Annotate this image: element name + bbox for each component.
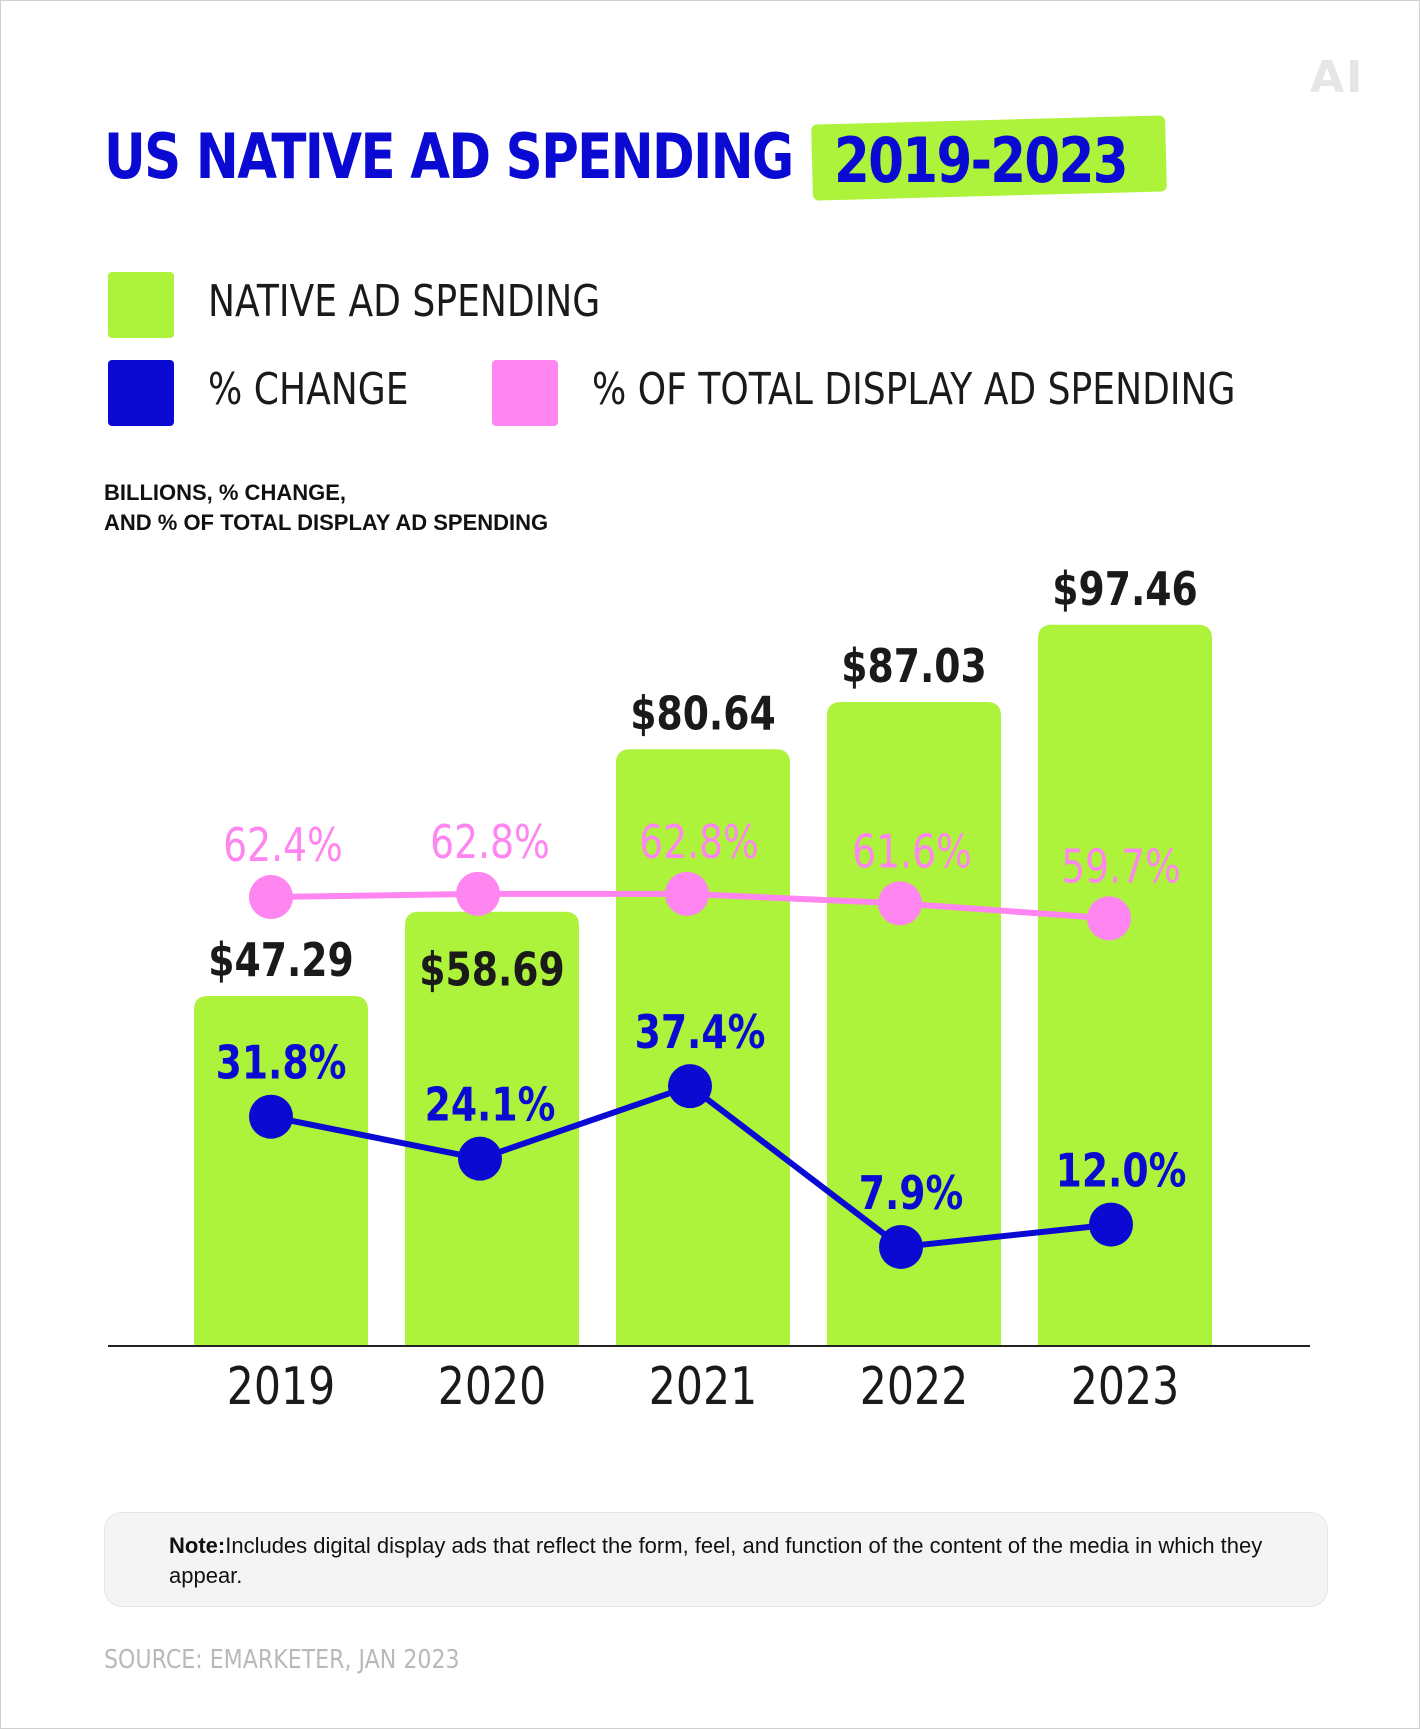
source-line: SOURCE: EMARKETER, JAN 2023 — [104, 1645, 460, 1675]
change-label-2020: 24.1% — [425, 1078, 556, 1132]
title-main: US NATIVE AD SPENDING — [104, 120, 794, 193]
bar-2019 — [194, 996, 368, 1346]
change-label-2019: 31.8% — [216, 1036, 347, 1090]
share-label-2021: 62.8% — [639, 815, 759, 869]
change-point-2021 — [668, 1064, 712, 1109]
bar-2020 — [405, 911, 579, 1346]
share-point-2021 — [665, 871, 709, 916]
share-label-2022: 61.6% — [852, 825, 972, 879]
share-label-2020: 62.8% — [430, 815, 550, 869]
share-point-2019 — [249, 875, 293, 920]
units-line-1: BILLIONS, % CHANGE, — [104, 480, 347, 505]
change-label-2022: 7.9% — [859, 1166, 964, 1220]
bar-value-label-2019: $47.29 — [208, 933, 354, 987]
legend-swatch-change — [108, 360, 174, 426]
bar-2022 — [827, 701, 1001, 1346]
note-body: Includes digital display ads that reflec… — [169, 1533, 1263, 1588]
x-tick-label-2019: 2019 — [227, 1357, 336, 1417]
bar-value-label-2021: $80.64 — [630, 687, 776, 741]
legend-swatch-native — [108, 272, 174, 338]
units-note: BILLIONS, % CHANGE, AND % OF TOTAL DISPL… — [104, 478, 704, 538]
legend-label-native: NATIVE AD SPENDING — [208, 276, 601, 327]
x-tick-label-2021: 2021 — [649, 1357, 758, 1417]
x-tick-label-2022: 2022 — [860, 1357, 969, 1417]
note-text: Note:Includes digital display ads that r… — [169, 1531, 1269, 1591]
change-label-2023: 12.0% — [1056, 1144, 1187, 1198]
share-label-2019: 62.4% — [223, 818, 343, 872]
x-tick-label-2020: 2020 — [438, 1357, 547, 1417]
share-label-2023: 59.7% — [1061, 840, 1181, 894]
change-point-2020 — [458, 1136, 502, 1181]
share-point-2020 — [456, 871, 500, 916]
change-point-2019 — [249, 1094, 293, 1139]
legend-swatch-share — [492, 360, 558, 426]
bar-value-label-2020: $58.69 — [419, 943, 565, 997]
brand-logo: AI — [1310, 52, 1365, 103]
share-point-2022 — [878, 881, 922, 926]
legend-label-share: % OF TOTAL DISPLAY AD SPENDING — [592, 364, 1236, 415]
note-box: Note:Includes digital display ads that r… — [104, 1512, 1328, 1607]
bar-value-label-2022: $87.03 — [841, 639, 987, 693]
legend-label-change: % CHANGE — [208, 364, 409, 415]
x-tick-label-2023: 2023 — [1071, 1357, 1180, 1417]
share-point-2023 — [1087, 896, 1131, 941]
note-label: Note: — [169, 1533, 226, 1558]
change-point-2023 — [1089, 1202, 1133, 1247]
change-point-2022 — [879, 1224, 923, 1269]
title-years: 2019-2023 — [834, 124, 1129, 197]
change-label-2021: 37.4% — [635, 1006, 766, 1060]
units-line-2: AND % OF TOTAL DISPLAY AD SPENDING — [104, 510, 549, 535]
bar-value-label-2023: $97.46 — [1052, 562, 1198, 616]
bar-2023 — [1038, 624, 1212, 1346]
